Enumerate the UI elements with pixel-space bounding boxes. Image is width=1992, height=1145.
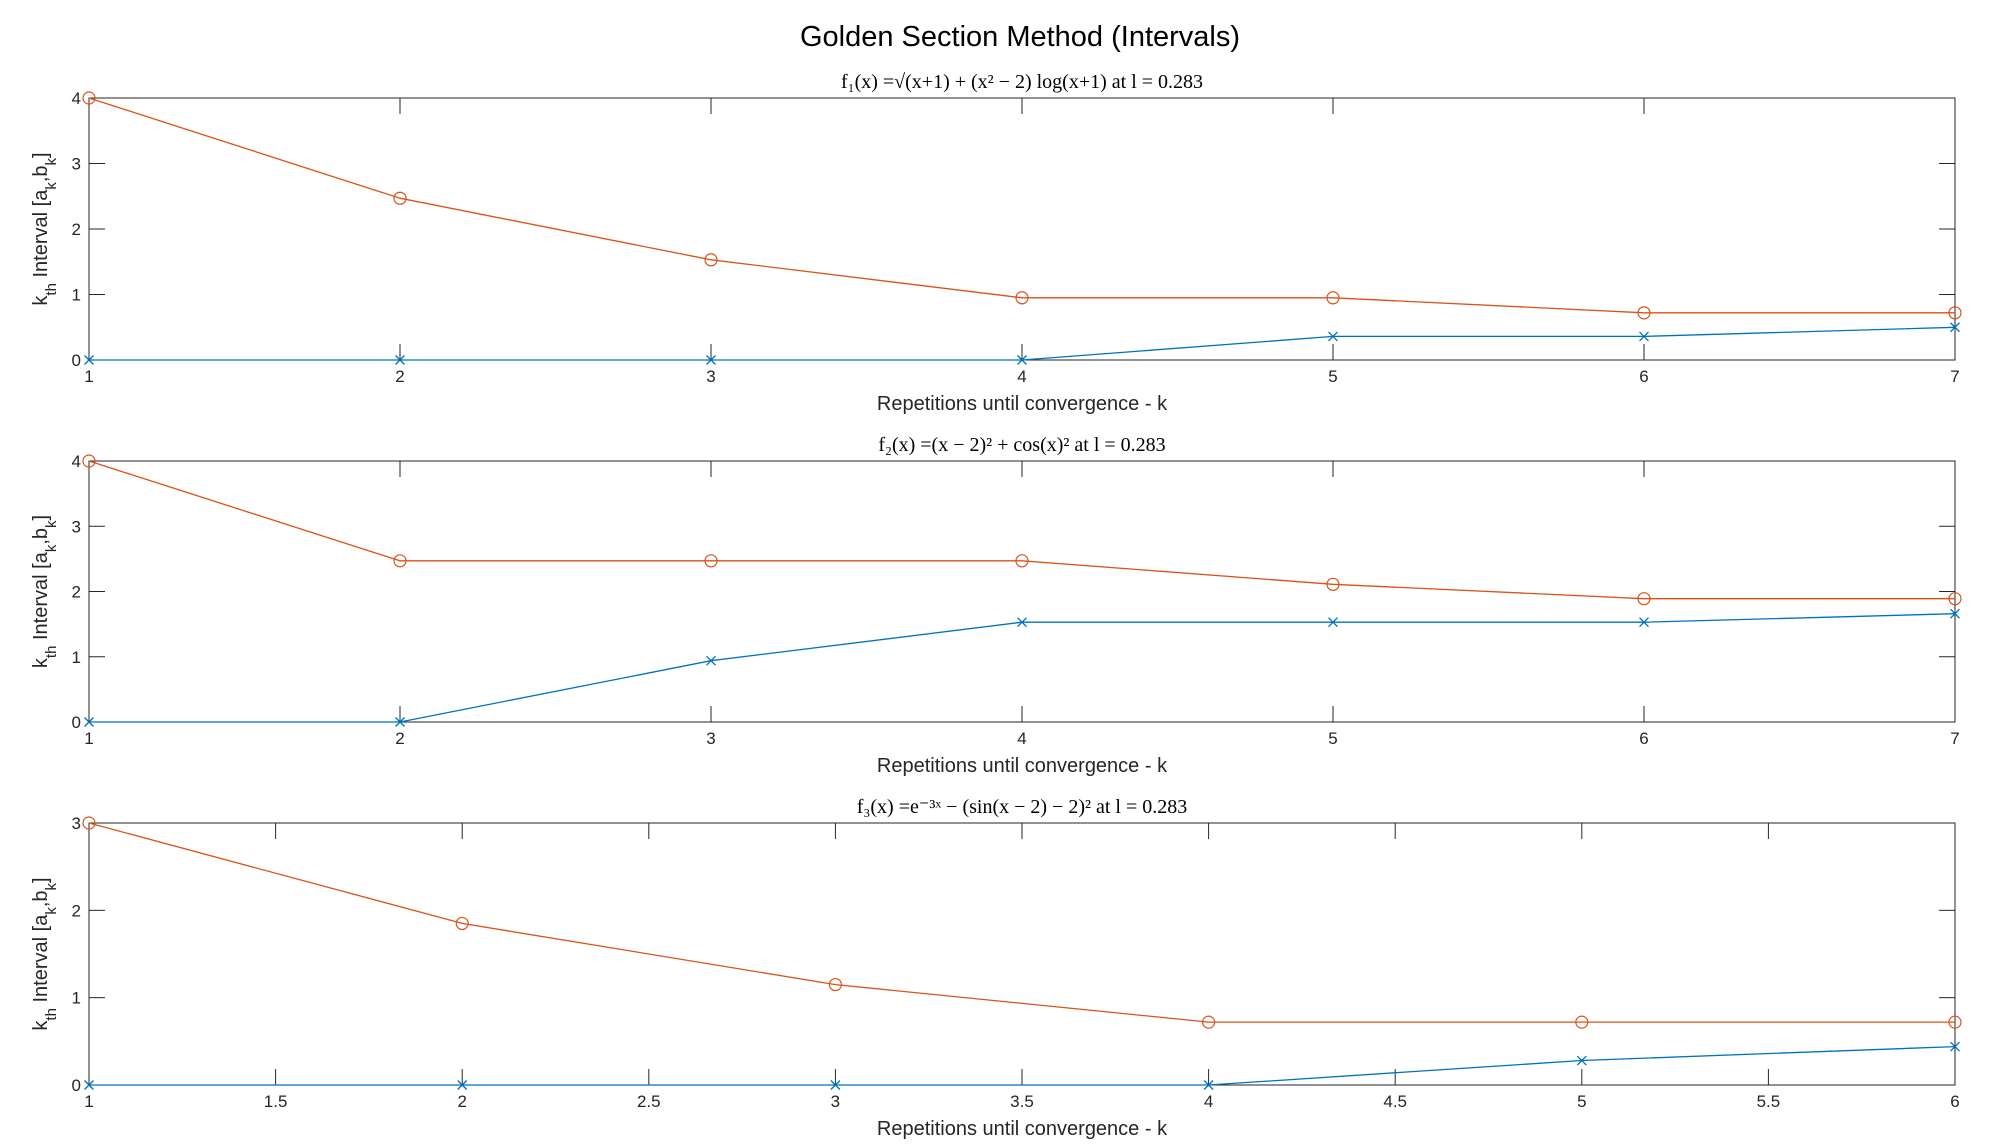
data-point-circle <box>1637 306 1651 320</box>
x-tick-label: 7 <box>1950 367 1959 386</box>
y-tick-label: 3 <box>72 814 81 833</box>
x-tick-label: 4 <box>1017 367 1026 386</box>
x-tick-label: 5 <box>1577 1092 1586 1111</box>
series-line-o <box>88 97 1955 314</box>
data-point-cross <box>84 1080 94 1090</box>
x-tick-label: 3 <box>831 1092 840 1111</box>
x-tick-label: 3.5 <box>1010 1092 1034 1111</box>
y-tick-label: 3 <box>72 155 81 174</box>
x-tick-label: 5 <box>1328 367 1337 386</box>
y-tick-label: 1 <box>72 648 81 667</box>
series-line-o <box>88 822 1955 1023</box>
x-tick-label: 1 <box>84 367 93 386</box>
x-tick-label: 3 <box>706 729 715 748</box>
data-point-circle <box>1015 291 1029 305</box>
subplot-title: f₂(x) =(x − 2)² + cos(x)² at l = 0.283 <box>878 434 1165 456</box>
y-tick-label: 1 <box>72 286 81 305</box>
data-point-circle <box>1201 1015 1216 1029</box>
x-tick-label: 5.5 <box>1757 1092 1781 1111</box>
data-point-circle <box>393 191 407 205</box>
y-tick-label: 4 <box>72 89 81 108</box>
x-tick-label: 4 <box>1204 1092 1213 1111</box>
data-point-circle <box>455 916 469 931</box>
data-point-circle <box>1948 592 1962 606</box>
figure-title: Golden Section Method (Intervals) <box>800 21 1240 53</box>
x-axis-label: Repetitions until convergence - k <box>877 393 1168 415</box>
x-tick-label: 1 <box>84 1092 93 1111</box>
series-line-x <box>89 1045 1956 1086</box>
data-point-circle <box>704 253 718 267</box>
data-point-cross <box>457 1080 468 1090</box>
data-point-circle <box>828 977 843 992</box>
series-line-o <box>88 460 1955 600</box>
y-axis-label: kth Interval [ak,bk] <box>30 877 60 1030</box>
x-tick-label: 1 <box>84 729 93 748</box>
data-point-cross <box>1950 322 1960 333</box>
x-axis-label: Repetitions until convergence - k <box>877 755 1168 777</box>
x-tick-label: 2 <box>395 729 404 748</box>
data-point-circle <box>1637 592 1651 606</box>
y-tick-label: 0 <box>72 351 81 370</box>
data-point-circle <box>82 816 96 830</box>
data-point-cross <box>1328 617 1338 628</box>
data-point-cross <box>395 355 405 365</box>
x-tick-label: 6 <box>1950 1092 1959 1111</box>
subplot-title: f₁(x) =√(x+1) + (x² − 2) log(x+1) at l =… <box>841 71 1203 93</box>
subplot-title: f₃(x) =e⁻³ˣ − (sin(x − 2) − 2)² at l = 0… <box>857 796 1188 818</box>
y-tick-label: 2 <box>72 901 81 920</box>
data-point-circle <box>1326 291 1340 305</box>
data-point-cross <box>1639 331 1649 342</box>
x-tick-label: 1.5 <box>264 1092 288 1111</box>
data-point-circle <box>393 554 407 568</box>
y-tick-label: 2 <box>72 220 81 239</box>
y-tick-label: 0 <box>72 713 81 732</box>
y-tick-label: 2 <box>72 583 81 602</box>
subplot-f2: f₂(x) =(x − 2)² + cos(x)² at l = 0.283 1 2… <box>30 434 1962 777</box>
data-point-cross <box>830 1080 841 1090</box>
y-axis-label: kth Interval [ak,bk] <box>30 152 60 305</box>
data-point-cross <box>1017 355 1027 365</box>
x-tick-label: 2.5 <box>637 1092 661 1111</box>
x-tick-label: 4 <box>1017 729 1026 748</box>
x-tick-label: 2 <box>395 367 404 386</box>
x-tick-label: 6 <box>1639 729 1648 748</box>
y-tick-label: 1 <box>72 989 81 1008</box>
y-tick-label: 0 <box>72 1076 81 1095</box>
data-point-cross <box>1203 1080 1214 1090</box>
x-tick-label: 6 <box>1639 367 1648 386</box>
x-tick-label: 4.5 <box>1383 1092 1407 1111</box>
x-tick-label: 7 <box>1950 729 1959 748</box>
data-point-cross <box>1328 331 1338 342</box>
data-point-cross <box>1950 608 1960 619</box>
x-tick-label: 5 <box>1328 729 1337 748</box>
data-point-circle <box>82 454 96 468</box>
data-point-circle <box>1326 577 1340 591</box>
x-axis-label: Repetitions until convergence - k <box>877 1118 1168 1140</box>
x-tick-label: 2 <box>457 1092 466 1111</box>
data-point-cross <box>84 717 94 727</box>
x-tick-label: 3 <box>706 367 715 386</box>
data-point-cross <box>706 355 716 365</box>
y-tick-label: 4 <box>72 452 81 471</box>
data-point-cross <box>1576 1055 1587 1066</box>
data-point-cross <box>84 355 94 365</box>
data-point-cross <box>1639 617 1649 628</box>
data-point-circle <box>704 554 718 568</box>
data-point-circle <box>1015 554 1029 568</box>
data-point-circle <box>1948 306 1962 320</box>
data-point-cross <box>395 717 405 727</box>
data-point-circle <box>1948 1015 1962 1029</box>
y-axis-label: kth Interval [ak,bk] <box>30 515 60 668</box>
data-point-cross <box>1017 617 1027 628</box>
data-point-cross <box>1950 1041 1960 1052</box>
y-tick-label: 3 <box>72 517 81 536</box>
data-point-circle <box>1575 1015 1589 1029</box>
data-point-cross <box>706 655 716 666</box>
subplot-f3: f₃(x) =e⁻³ˣ − (sin(x − 2) − 2)² at l = 0… <box>30 796 1962 1140</box>
data-point-circle <box>82 91 96 105</box>
subplot-f1: f₁(x) =√(x+1) + (x² − 2) log(x+1) at l =… <box>30 71 1962 415</box>
